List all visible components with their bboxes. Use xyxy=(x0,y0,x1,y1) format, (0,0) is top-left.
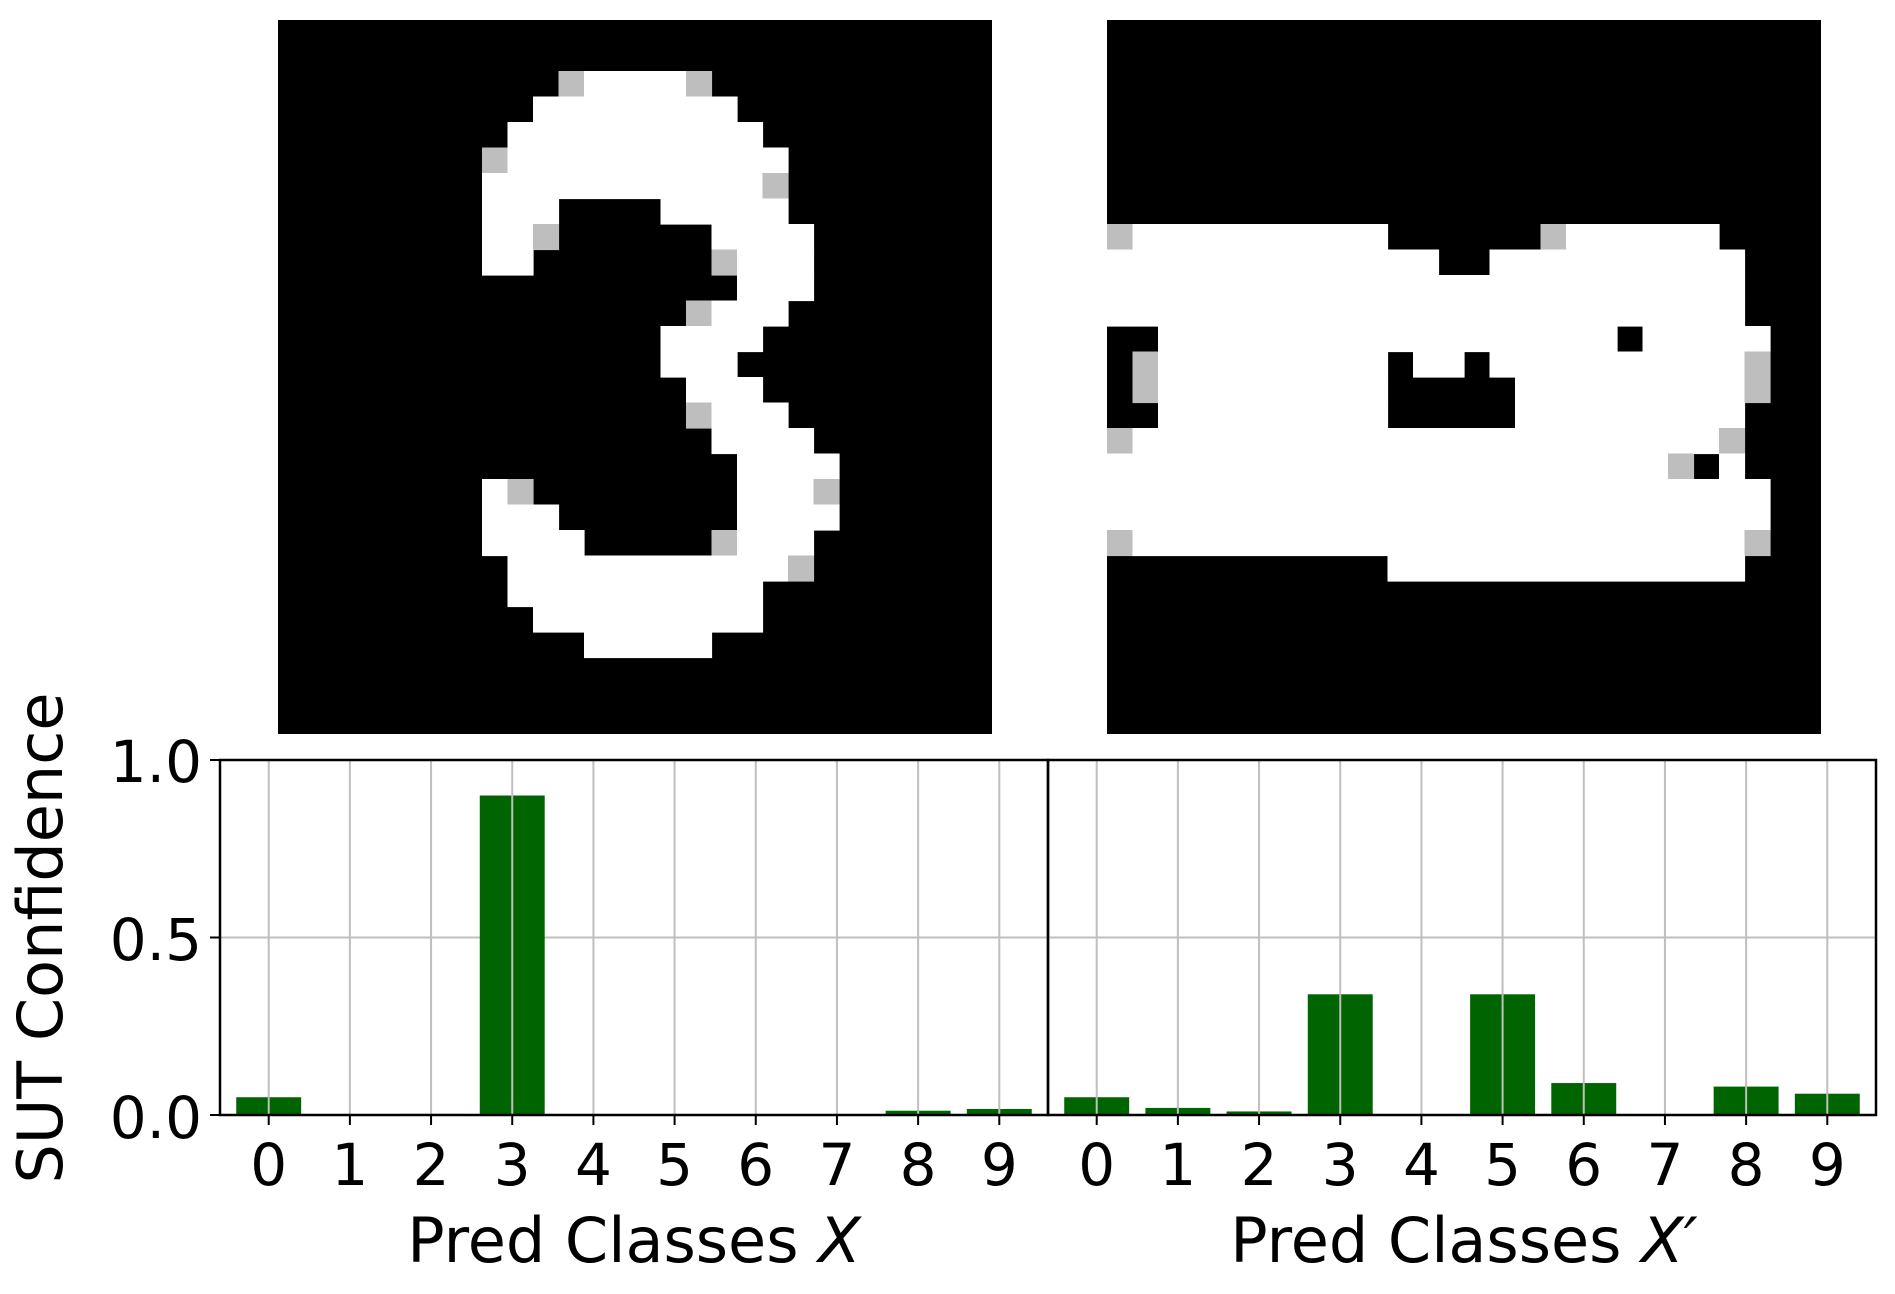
y-tick-labels: 1.0 0.5 0.0 xyxy=(110,728,202,1152)
x-tick-label: 7 xyxy=(818,1131,855,1199)
x-axis-label-mutated: Pred Classes X′ xyxy=(1230,1204,1697,1277)
y-tick-label: 0.5 xyxy=(110,906,202,974)
x-tick-label: 4 xyxy=(575,1131,612,1199)
x-tick-label: 2 xyxy=(1241,1131,1278,1199)
x-tick-label: 6 xyxy=(1565,1131,1602,1199)
y-tick-label: 1.0 xyxy=(110,728,202,796)
x-axis-label-text: Pred Classes xyxy=(407,1204,818,1277)
x-tick-label: 8 xyxy=(900,1131,937,1199)
x-tick-label: 9 xyxy=(981,1131,1018,1199)
mutated-digit-image xyxy=(1107,20,1821,734)
x-axis-label-symbol: X xyxy=(815,1204,862,1277)
x-tick-label: 6 xyxy=(737,1131,774,1199)
x-tick-label: 1 xyxy=(331,1131,368,1199)
x-tick-label: 9 xyxy=(1809,1131,1846,1199)
x-tick-label: 7 xyxy=(1646,1131,1683,1199)
original-digit-image xyxy=(278,20,992,734)
axes-frame xyxy=(1046,758,1878,1117)
x-tick-label: 1 xyxy=(1159,1131,1196,1199)
x-tick-label: 0 xyxy=(1078,1131,1115,1199)
x-tick-label: 5 xyxy=(656,1131,693,1199)
x-axis-label-text: Pred Classes xyxy=(1230,1204,1641,1277)
x-axis-label-original: Pred Classes X xyxy=(407,1204,862,1277)
x-tick-label: 3 xyxy=(494,1131,531,1199)
x-tick-label: 0 xyxy=(250,1131,287,1199)
x-tick-label: 5 xyxy=(1484,1131,1521,1199)
y-tick-label: 0.0 xyxy=(110,1084,202,1152)
x-tick-label: 2 xyxy=(413,1131,450,1199)
x-axis-label-symbol: X′ xyxy=(1638,1204,1698,1277)
y-axis-label: SUT Confidence xyxy=(4,693,77,1184)
x-tick-label: 4 xyxy=(1403,1131,1440,1199)
x-tick-label: 3 xyxy=(1322,1131,1359,1199)
x-tick-label: 8 xyxy=(1728,1131,1765,1199)
